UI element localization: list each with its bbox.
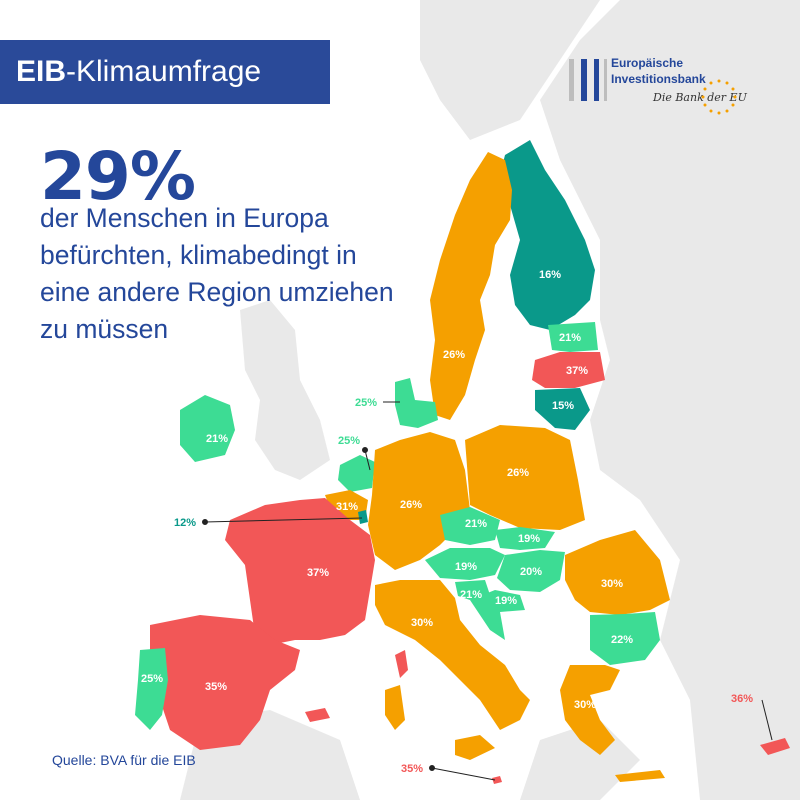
country-croatia bbox=[470, 590, 525, 640]
country-bulgaria bbox=[590, 612, 660, 665]
title-banner: EIB -Klimaumfrage bbox=[0, 40, 330, 104]
label-luxembourg: 12% bbox=[174, 517, 196, 529]
logo-line1: Europäische bbox=[611, 56, 684, 70]
label-malta: 35% bbox=[401, 763, 423, 775]
country-estonia bbox=[548, 322, 598, 352]
country-denmark bbox=[395, 378, 438, 428]
country-netherlands bbox=[338, 455, 375, 492]
country-hungary bbox=[497, 550, 565, 592]
logo-line2: Investitionsbank bbox=[611, 72, 706, 86]
country-italy-sicily bbox=[455, 735, 495, 760]
title-bold: EIB bbox=[16, 55, 67, 88]
country-latvia bbox=[532, 352, 605, 388]
country-slovenia bbox=[455, 580, 490, 600]
country-france bbox=[225, 498, 375, 645]
logo-name: Europäische Investitionsbank bbox=[611, 55, 706, 87]
country-spain-balearic bbox=[305, 708, 330, 722]
label-latvia: 37% bbox=[566, 365, 588, 377]
eib-logo: Europäische Investitionsbank Die Bank de… bbox=[557, 55, 757, 125]
label-lithuania: 15% bbox=[552, 400, 574, 412]
country-ireland bbox=[180, 395, 235, 462]
country-malta bbox=[492, 776, 502, 784]
background-land bbox=[180, 0, 800, 800]
country-portugal bbox=[135, 648, 168, 730]
label-cyprus: 36% bbox=[731, 693, 753, 705]
label-croatia: 19% bbox=[495, 595, 517, 607]
label-finland: 16% bbox=[539, 269, 561, 281]
country-sweden bbox=[430, 152, 512, 420]
source-note: Quelle: BVA für die EIB bbox=[52, 752, 196, 768]
label-bulgaria: 22% bbox=[611, 634, 633, 646]
label-germany: 26% bbox=[400, 499, 422, 511]
country-luxembourg bbox=[358, 510, 368, 524]
countries bbox=[135, 140, 790, 784]
country-romania bbox=[565, 530, 670, 615]
label-spain: 35% bbox=[205, 681, 227, 693]
label-slovenia: 21% bbox=[460, 589, 482, 601]
country-lithuania bbox=[535, 388, 590, 430]
country-labels: 16% 26% 21% 37% 15% 25% 21% 25% 31% 12% … bbox=[141, 269, 753, 775]
label-belgium: 31% bbox=[336, 501, 358, 513]
label-greece: 30% bbox=[574, 699, 596, 711]
label-portugal: 25% bbox=[141, 673, 163, 685]
country-italy bbox=[375, 580, 530, 730]
headline-text: der Menschen in Europa befürchten, klima… bbox=[40, 203, 394, 344]
label-netherlands: 25% bbox=[338, 435, 360, 447]
country-cyprus bbox=[760, 738, 790, 755]
country-austria bbox=[425, 548, 505, 580]
label-hungary: 20% bbox=[520, 566, 542, 578]
label-denmark: 25% bbox=[355, 397, 377, 409]
label-sweden: 26% bbox=[443, 349, 465, 361]
label-czechia: 21% bbox=[465, 518, 487, 530]
label-ireland: 21% bbox=[206, 433, 228, 445]
label-poland: 26% bbox=[507, 467, 529, 479]
eu-stars-icon bbox=[701, 79, 737, 115]
country-greece-crete bbox=[615, 770, 665, 782]
label-austria: 19% bbox=[455, 561, 477, 573]
label-estonia: 21% bbox=[559, 332, 581, 344]
leader-lines bbox=[202, 401, 773, 781]
label-france: 37% bbox=[307, 567, 329, 579]
country-greece bbox=[560, 665, 620, 755]
title-rest: -Klimaumfrage bbox=[66, 55, 262, 88]
label-slovakia: 19% bbox=[518, 533, 540, 545]
label-italy: 30% bbox=[411, 617, 433, 629]
country-poland bbox=[465, 425, 585, 530]
country-corsica bbox=[395, 650, 408, 678]
country-spain bbox=[150, 615, 300, 750]
label-romania: 30% bbox=[601, 578, 623, 590]
country-finland bbox=[500, 140, 595, 330]
headline-value: 29% bbox=[40, 138, 196, 215]
country-slovakia bbox=[495, 527, 555, 550]
country-italy-sardinia bbox=[385, 685, 405, 730]
logo-tagline: Die Bank der EU bbox=[653, 91, 747, 104]
logo-bars-icon bbox=[569, 59, 607, 101]
country-czechia bbox=[440, 507, 500, 545]
